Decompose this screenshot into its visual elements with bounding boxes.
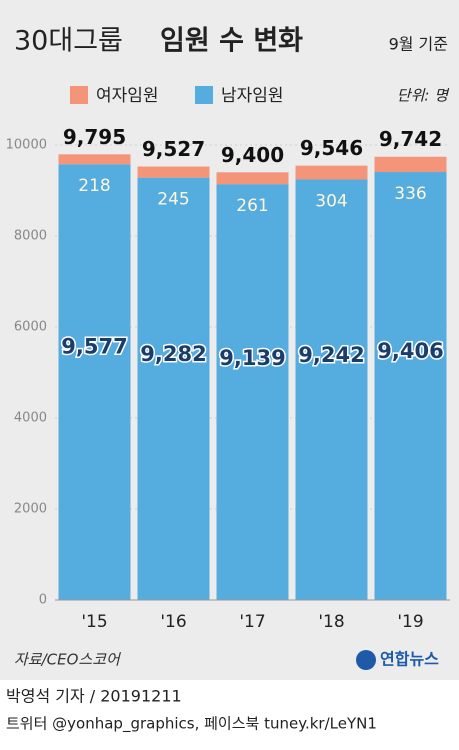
bar-segment [216,184,289,600]
bar-segment [374,156,447,173]
value-label: 9,577 [61,334,127,358]
bar-segment [216,172,289,185]
y-tick-label: 6000 [14,320,47,335]
value-label: 304 [315,191,347,211]
value-label: 245 [157,190,189,210]
social: 트위터 @yonhap_graphics, 페이스북 tuney.kr/LeYN… [6,715,377,734]
logo: 연합뉴스 [380,650,439,669]
y-tick-label: 8000 [14,229,47,244]
total-label: 9,742 [379,127,442,151]
y-tick-label: 4000 [14,411,47,426]
value-label: 9,139 [219,346,285,370]
y-tick-label: 10000 [6,138,47,153]
value-label: 261 [236,196,268,216]
source: 자료/CEO스코어 [14,651,122,669]
value-label: 336 [394,184,426,204]
value-label: 9,282 [140,342,206,366]
x-tick-label: '19 [397,612,423,632]
y-tick-label: 2000 [14,502,47,517]
x-tick-label: '18 [318,612,344,632]
x-tick-label: '16 [160,612,186,632]
bar-segment [374,172,447,601]
y-tick-label: 0 [39,593,47,608]
legend-label: 남자임원 [221,86,284,106]
value-label: 218 [78,176,110,196]
legend-swatch [70,86,88,104]
x-tick-label: '15 [81,612,107,632]
bar-segment [137,166,210,178]
bar-segment [295,165,368,180]
unit: 단위: 명 [397,87,450,105]
title-light: 30대그룹 [14,26,123,57]
bar-segment [137,177,210,600]
x-tick-label: '17 [239,612,265,632]
value-label: 9,242 [298,343,364,367]
legend-swatch [195,86,213,104]
total-label: 9,527 [142,137,205,161]
subtitle: 9월 기준 [389,35,448,54]
value-label: 9,406 [377,339,443,363]
total-label: 9,795 [63,125,126,149]
total-label: 9,546 [300,136,363,160]
total-label: 9,400 [221,143,284,167]
title-bold: 임원 수 변화 [160,26,303,57]
logo-icon [356,650,376,670]
byline: 박영석 기자 / 20191211 [6,687,182,706]
bar-segment [58,164,131,600]
bar-segment [295,179,368,600]
legend-label: 여자임원 [96,86,159,106]
bar-segment [58,154,131,165]
